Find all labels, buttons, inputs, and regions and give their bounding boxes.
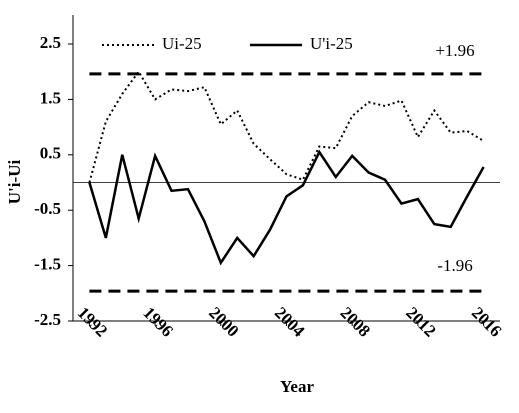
- x-tick-label: 2016: [468, 303, 505, 340]
- threshold-label: +1.96: [435, 41, 474, 60]
- x-tick-label: 1992: [74, 303, 111, 340]
- y-tick-label: 2.5: [40, 33, 61, 52]
- x-tick-label: 2008: [337, 303, 374, 340]
- x-tick-label: 1996: [139, 303, 176, 340]
- y-tick-label: -1.5: [34, 255, 61, 274]
- y-tick-label: 1.5: [40, 88, 61, 107]
- legend-label: Ui-25: [162, 34, 202, 53]
- legend-label: U'i-25: [310, 34, 353, 53]
- y-tick-label: 0.5: [40, 144, 61, 163]
- threshold-label: -1.96: [437, 256, 472, 275]
- x-tick-label: 2000: [205, 303, 242, 340]
- series-line: [88, 69, 485, 183]
- y-tick-label: -0.5: [34, 199, 61, 218]
- x-tick-label: 2012: [402, 303, 439, 340]
- x-axis-label: Year: [280, 377, 314, 396]
- y-tick-label: -2.5: [34, 310, 61, 329]
- series-line: [88, 149, 485, 266]
- y-axis-label: U'i-Ui: [5, 160, 24, 205]
- x-tick-label: 2004: [271, 303, 309, 341]
